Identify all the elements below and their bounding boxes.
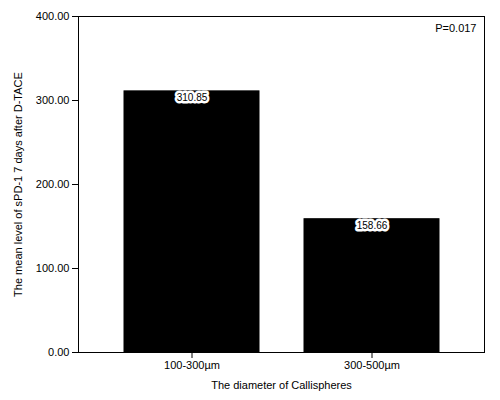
- svg-text:300-500µm: 300-500µm: [344, 359, 400, 371]
- svg-text:200.00: 200.00: [36, 178, 70, 190]
- svg-text:The diameter of Callispheres: The diameter of Callispheres: [211, 379, 352, 391]
- svg-text:310.85: 310.85: [177, 92, 208, 103]
- svg-text:300.00: 300.00: [36, 94, 70, 106]
- svg-text:The mean level of sPD-1 7 days: The mean level of sPD-1 7 days after D-T…: [12, 72, 24, 297]
- svg-text:0.00: 0.00: [48, 346, 69, 358]
- svg-text:P=0.017: P=0.017: [435, 22, 476, 34]
- svg-text:100.00: 100.00: [36, 262, 70, 274]
- svg-text:158.66: 158.66: [357, 220, 388, 231]
- svg-text:100-300µm: 100-300µm: [164, 359, 220, 371]
- svg-text:400.00: 400.00: [36, 10, 70, 22]
